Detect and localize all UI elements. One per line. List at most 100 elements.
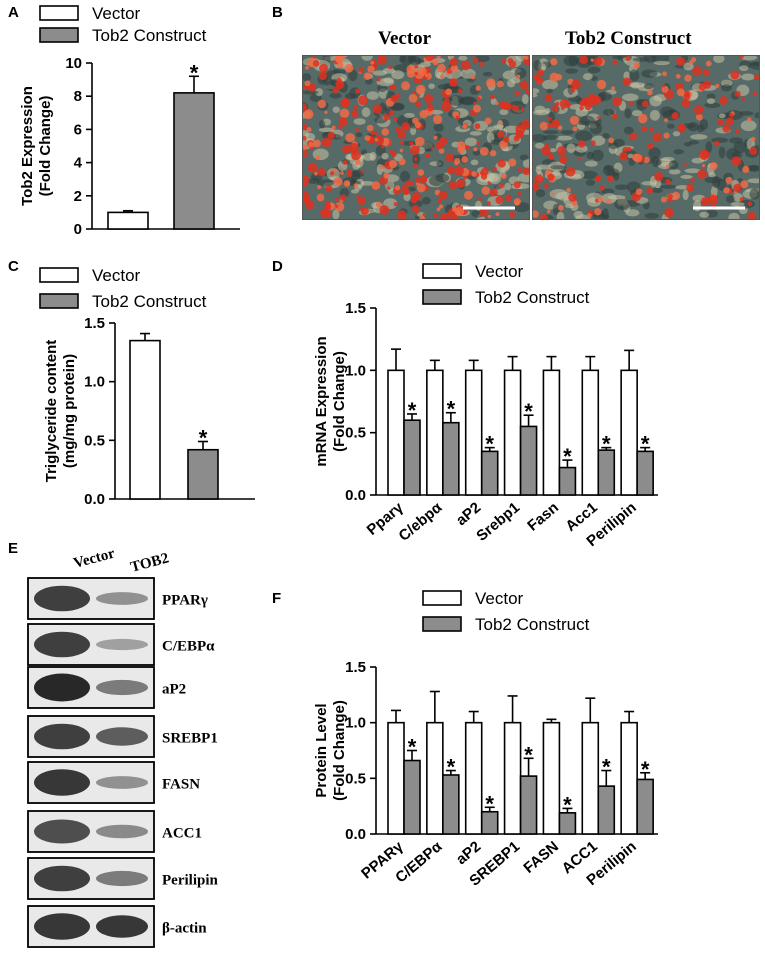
lipid-droplet: [568, 193, 577, 202]
lipid-droplet: [344, 63, 354, 73]
lipid-droplet: [303, 109, 314, 120]
blot-label: Perilipin: [162, 873, 218, 889]
bar-tob2: [173, 92, 215, 230]
lipid-droplet: [543, 183, 549, 189]
y-tick-label: 1.5: [345, 300, 366, 317]
cell: [410, 126, 417, 136]
bar-vector-3: [503, 721, 522, 835]
bar-vector-0: [387, 721, 405, 835]
cell: [522, 158, 529, 169]
lipid-droplet: [322, 210, 332, 219]
lipid-droplet: [424, 73, 430, 78]
cell: [706, 93, 716, 100]
cell: [521, 94, 529, 105]
lipid-droplet: [334, 204, 339, 208]
cell: [644, 212, 660, 219]
lipid-droplet: [332, 87, 339, 94]
bar-tob2-5-significance: *: [602, 432, 611, 457]
lipid-droplet: [548, 153, 555, 160]
lipid-droplet: [419, 215, 426, 219]
cell: [705, 141, 713, 153]
bar-tob2-2: [480, 810, 499, 835]
cell: [510, 77, 521, 84]
lipid-droplet: [599, 185, 605, 191]
lipid-droplet: [719, 96, 729, 105]
cell: [597, 91, 612, 101]
lipid-droplet: [335, 56, 344, 63]
band-tob2: [96, 915, 148, 938]
lipid-droplet: [445, 88, 453, 96]
lipid-droplet: [481, 186, 491, 195]
bar-tob2-6: [636, 778, 654, 835]
lipid-droplet: [610, 86, 616, 91]
lipid-droplet: [414, 177, 420, 183]
lipid-droplet: [472, 57, 479, 64]
cell: [602, 208, 609, 219]
cell: [345, 153, 353, 161]
lipid-droplet: [383, 172, 390, 179]
cell: [362, 153, 375, 161]
micrograph-title-tob2: Tob2 Construct: [565, 28, 692, 49]
lipid-droplet: [327, 131, 335, 140]
bar-vector-4: [542, 369, 561, 496]
cell: [533, 93, 538, 98]
cell: [602, 132, 610, 139]
lipid-droplet: [577, 157, 581, 161]
cell: [546, 88, 554, 94]
lipid-droplet: [517, 191, 522, 196]
lipid-droplet: [525, 88, 529, 95]
cell: [403, 193, 411, 202]
lipid-droplet: [607, 175, 614, 182]
cell: [589, 122, 603, 135]
lipid-droplet: [541, 145, 551, 156]
cell: [399, 170, 411, 183]
bar-vector: [107, 211, 149, 230]
cell: [428, 83, 435, 89]
lipid-droplet: [498, 120, 503, 125]
lipid-droplet: [454, 165, 465, 176]
lipid-droplet: [522, 167, 529, 176]
lipid-droplet: [534, 174, 544, 184]
lipid-droplet: [500, 173, 507, 179]
cell: [536, 164, 554, 170]
lipid-droplet: [516, 74, 521, 79]
bar-tob2-1: [442, 421, 460, 496]
lipid-droplet: [647, 89, 653, 96]
y-tick-label: 0.5: [345, 425, 366, 442]
lipid-droplet: [380, 145, 385, 149]
cell: [407, 186, 417, 192]
cell: [407, 56, 416, 63]
cell: [667, 123, 675, 129]
lipid-droplet: [565, 166, 576, 177]
lipid-droplet: [683, 162, 687, 167]
cell: [549, 148, 557, 153]
blot-label: C/EBPα: [162, 639, 215, 655]
bar-vector-4: [542, 721, 561, 835]
lipid-droplet: [590, 58, 594, 62]
lipid-droplet: [547, 123, 552, 128]
bar-tob2-2-significance: *: [485, 432, 494, 457]
lipid-droplet: [508, 158, 517, 167]
lipid-droplet: [430, 146, 434, 150]
cell: [366, 91, 379, 100]
lipid-droplet: [402, 187, 410, 195]
lipid-droplet: [735, 129, 741, 135]
lipid-droplet: [393, 116, 398, 122]
cell: [622, 93, 639, 102]
lipid-droplet: [352, 151, 357, 156]
lipid-droplet: [473, 101, 477, 105]
lipid-droplet: [333, 177, 343, 187]
lipid-droplet: [713, 140, 720, 147]
lipid-droplet: [611, 113, 618, 120]
lipid-droplet: [705, 60, 712, 67]
lipid-droplet: [593, 57, 603, 66]
cell: [555, 135, 573, 141]
lipid-droplet: [486, 201, 491, 206]
lipid-droplet: [342, 98, 351, 106]
lipid-droplet: [722, 124, 731, 133]
lipid-droplet: [544, 93, 553, 102]
lipid-droplet: [397, 130, 406, 139]
cell: [552, 203, 560, 216]
cell: [542, 79, 559, 90]
lipid-droplet: [455, 115, 460, 120]
